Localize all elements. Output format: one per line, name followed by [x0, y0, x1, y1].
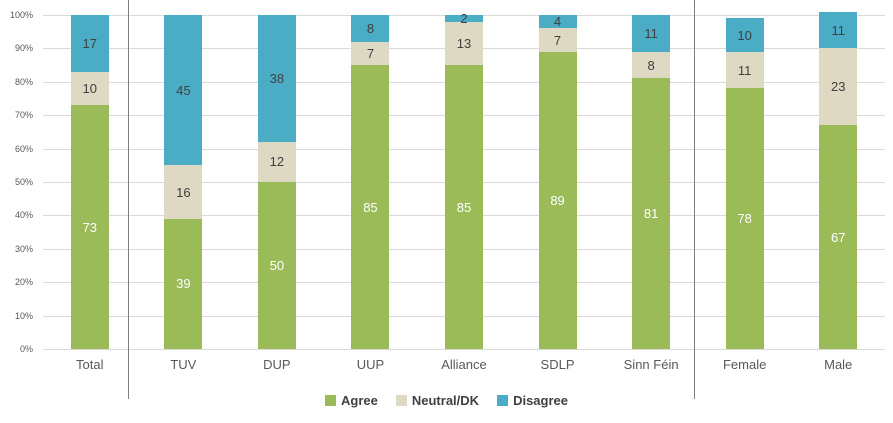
- bar-segment-neutral-dk: 12: [257, 141, 296, 182]
- bar-value-label: 8: [366, 20, 375, 36]
- category-label-total: Total: [76, 357, 104, 372]
- bar-value-label: 81: [643, 206, 659, 222]
- legend: Agree Neutral/DK Disagree: [0, 391, 893, 409]
- bar-sinn-f-in: 81 8 11: [632, 15, 671, 349]
- bar-segment-neutral-dk: 13: [445, 21, 483, 66]
- category-label-alliance: Alliance: [441, 357, 487, 372]
- bar-value-label: 10: [737, 27, 752, 43]
- legend-swatch-neutral-dk: [395, 394, 407, 406]
- bar-tuv: 39 16 45: [164, 15, 203, 349]
- bar-value-label: 38: [269, 70, 285, 86]
- bar-value-label: 12: [269, 154, 285, 170]
- bar-value-label: 17: [82, 35, 97, 51]
- bar-segment-neutral-dk: 16: [164, 165, 203, 219]
- group-separator-line-2: [694, 0, 695, 399]
- bar-value-label: 4: [553, 14, 562, 30]
- category-label-sinn-f-in: Sinn Féin: [623, 357, 679, 372]
- bar-segment-agree: 73: [70, 105, 109, 349]
- bar-segment-agree: 89: [538, 51, 577, 349]
- bar-value-label: 67: [830, 229, 846, 245]
- bar-segment-disagree: 38: [257, 15, 296, 142]
- bar-value-label: 2: [460, 10, 468, 26]
- bar-segment-agree: 50: [257, 182, 296, 349]
- bar-segment-neutral-dk: 7: [538, 28, 577, 52]
- category-label-male: Male: [824, 357, 853, 372]
- bar-segment-disagree: 17: [70, 15, 109, 72]
- bar-value-label: 7: [553, 32, 562, 48]
- bar-value-label: 11: [737, 62, 752, 78]
- category-label-tuv: TUV: [170, 357, 197, 372]
- bar-value-label: 16: [176, 184, 191, 200]
- bar-sdlp: 89 7 4: [538, 14, 577, 349]
- gridline: [43, 349, 885, 350]
- bar-value-label: 78: [737, 211, 752, 227]
- legend-label: Neutral/DK: [411, 392, 480, 408]
- bar-segment-neutral-dk: 23: [819, 48, 858, 126]
- bar-segment-agree: 78: [725, 88, 764, 349]
- bar-value-label: 45: [176, 82, 191, 98]
- bar-segment-agree: 85: [351, 65, 390, 349]
- y-axis-label: 90%: [14, 43, 33, 54]
- bar-segment-agree: 85: [445, 65, 483, 349]
- bar-alliance: 85 13 2: [445, 10, 483, 349]
- y-axis-label: 70%: [14, 110, 33, 121]
- category-label-sdlp: SDLP: [540, 357, 575, 372]
- y-axis-label: 50%: [14, 177, 33, 187]
- bar-value-label: 8: [647, 57, 655, 73]
- bar-value-label: 11: [644, 25, 658, 41]
- legend-item-disagree: Disagree: [497, 393, 568, 408]
- bar-segment-neutral-dk: 8: [632, 51, 671, 79]
- legend-item-agree: Agree: [325, 393, 378, 408]
- bar-value-label: 73: [82, 219, 97, 235]
- y-axis-label: 0%: [19, 344, 33, 354]
- bar-uup: 85 7 8: [351, 15, 390, 349]
- legend-swatch-agree: [325, 394, 337, 406]
- category-label-uup: UUP: [356, 357, 385, 372]
- bar-value-label: 89: [550, 192, 565, 208]
- y-axis-label: 60%: [14, 143, 33, 154]
- legend-label: Disagree: [513, 392, 568, 408]
- bar-segment-disagree: 4: [538, 14, 577, 30]
- legend-item-neutral-dk: Neutral/DK: [395, 392, 480, 408]
- bar-segment-agree: 39: [164, 218, 203, 349]
- category-label-female: Female: [722, 357, 767, 372]
- bar-total: 73 10 17: [70, 15, 109, 349]
- bar-female: 78 11 10: [725, 15, 764, 349]
- bar-value-label: 10: [82, 80, 97, 96]
- bar-segment-disagree: 8: [351, 15, 390, 42]
- bar-male: 67 23 11: [819, 11, 858, 349]
- bar-dup: 50 12 38: [257, 15, 296, 349]
- bar-segment-agree: 67: [819, 125, 858, 349]
- bar-segment-agree: 81: [632, 78, 671, 349]
- y-axis-label: 40%: [14, 210, 33, 221]
- bar-segment-disagree: 45: [164, 15, 203, 166]
- bar-segment-neutral-dk: 10: [70, 71, 109, 106]
- group-separator-line-1: [128, 0, 129, 399]
- y-axis-label: 80%: [14, 76, 33, 87]
- bar-value-label: 39: [176, 276, 191, 292]
- bar-value-label: 7: [366, 45, 375, 61]
- legend-swatch-disagree: [497, 394, 509, 406]
- y-axis-label: 10%: [14, 310, 33, 321]
- bar-value-label: 50: [269, 258, 285, 273]
- bar-value-label: 23: [830, 79, 846, 95]
- bar-value-label: 85: [363, 199, 378, 215]
- legend-label: Agree: [341, 392, 378, 408]
- bar-segment-disagree: 11: [632, 15, 671, 52]
- bar-value-label: 85: [456, 199, 472, 215]
- bar-value-label: 13: [456, 35, 472, 51]
- bar-segment-neutral-dk: 11: [725, 51, 764, 89]
- bar-segment-neutral-dk: 7: [351, 41, 390, 66]
- y-axis-label: 30%: [14, 243, 33, 254]
- category-label-dup: DUP: [263, 357, 291, 372]
- y-axis-label: 100%: [9, 10, 33, 20]
- bar-segment-disagree: 2: [445, 10, 483, 26]
- y-axis-label: 20%: [14, 277, 33, 288]
- bar-segment-disagree: 10: [725, 18, 764, 52]
- bar-segment-disagree: 11: [819, 11, 858, 49]
- bar-value-label: 11: [831, 22, 845, 38]
